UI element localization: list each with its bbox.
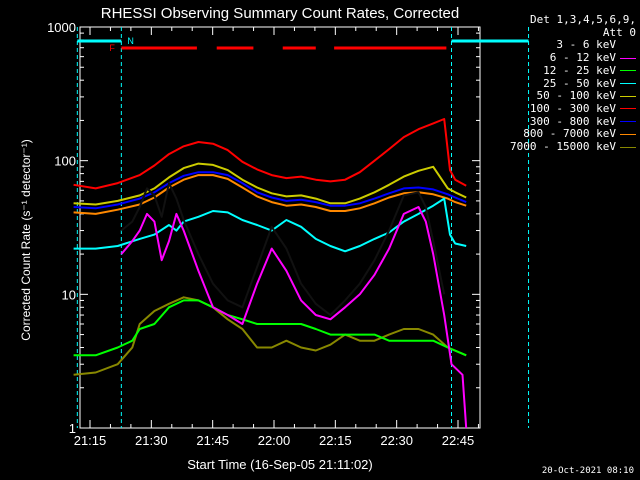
legend-entry: 300 - 800 keV [510,114,636,129]
x-tick-label: 22:00 [258,433,291,448]
legend-entry: 6 - 12 keV [510,51,636,65]
legend-entry-label: 3 - 6 keV [556,38,616,52]
legend-header-line-1: Det 1,3,4,5,6,9, [530,13,636,26]
legend-swatch [620,95,636,97]
x-tick-label: 21:30 [135,433,168,448]
legend-entry: 800 - 7000 keV [510,127,636,141]
legend-entry: 50 - 100 keV [510,89,636,103]
series-line-7000to15000keV [73,296,467,376]
x-axis-label: Start Time (16-Sep-05 21:11:02) [187,457,372,472]
plot-frame [79,26,481,429]
y-tick-label: 1 [69,421,76,436]
legend-swatch [620,121,636,123]
legend-entry: 25 - 50 keV [510,76,636,91]
series-line-50to100keV [73,162,467,206]
y-tick-label: 1000 [47,20,76,35]
x-tick-label: 21:45 [196,433,229,448]
footer-timestamp: 20-Oct-2021 08:10 [541,466,634,476]
legend-header-line-2: Att 0 [602,25,636,39]
legend-entry-label: 100 - 300 keV [529,101,616,115]
legend-entry: 100 - 300 keV [510,101,636,116]
legend-swatch [620,146,636,148]
x-tick-label: 21:15 [74,433,107,448]
x-tick-label: 22:45 [442,433,475,448]
legend-entry: 7000 - 15000 keV [510,140,636,154]
series-line-25to50keV [73,197,467,253]
x-tick-label: 22:15 [319,433,352,448]
legend-swatch [620,57,636,59]
legend-entry: 12 - 25 keV [510,63,636,78]
y-tick-label: 10 [62,287,76,302]
legend-entry-label: 12 - 25 keV [543,63,616,77]
legend-entry: 3 - 6 keV [510,39,636,52]
series-line-12to25keV [73,299,467,357]
legend-entry-label: 800 - 7000 keV [523,127,616,141]
legend-swatch [620,44,636,46]
y-axis-label: Corrected Count Rate (s⁻¹ detector⁻¹) [19,139,33,340]
flare-flag-label: F [109,43,115,53]
legend-swatch [620,108,636,110]
series-line-6to12keV [120,206,468,429]
legend-entry-label: 25 - 50 keV [543,76,616,90]
legend-entry-label: 6 - 12 keV [549,51,616,65]
legend-swatch [620,83,636,85]
legend: Det 1,3,4,5,6,9, Att 0 3 - 6 keV 6 - 12 k… [510,13,636,154]
legend-entry-label: 300 - 800 keV [529,114,616,128]
y-tick-label: 100 [54,154,76,169]
series-line-300to800keV [73,171,467,210]
chart-title: RHESSI Observing Summary Count Rates, Co… [101,5,459,22]
legend-entry-label: 7000 - 15000 keV [510,140,616,154]
night-flag-label: N [127,36,134,46]
legend-entry-label: 50 - 100 keV [536,89,616,103]
legend-swatch [620,70,636,72]
x-tick-label: 22:30 [380,433,413,448]
series-line-3to6keV [120,182,446,316]
legend-swatch [620,133,636,135]
series-line-100to300keV [73,118,467,190]
